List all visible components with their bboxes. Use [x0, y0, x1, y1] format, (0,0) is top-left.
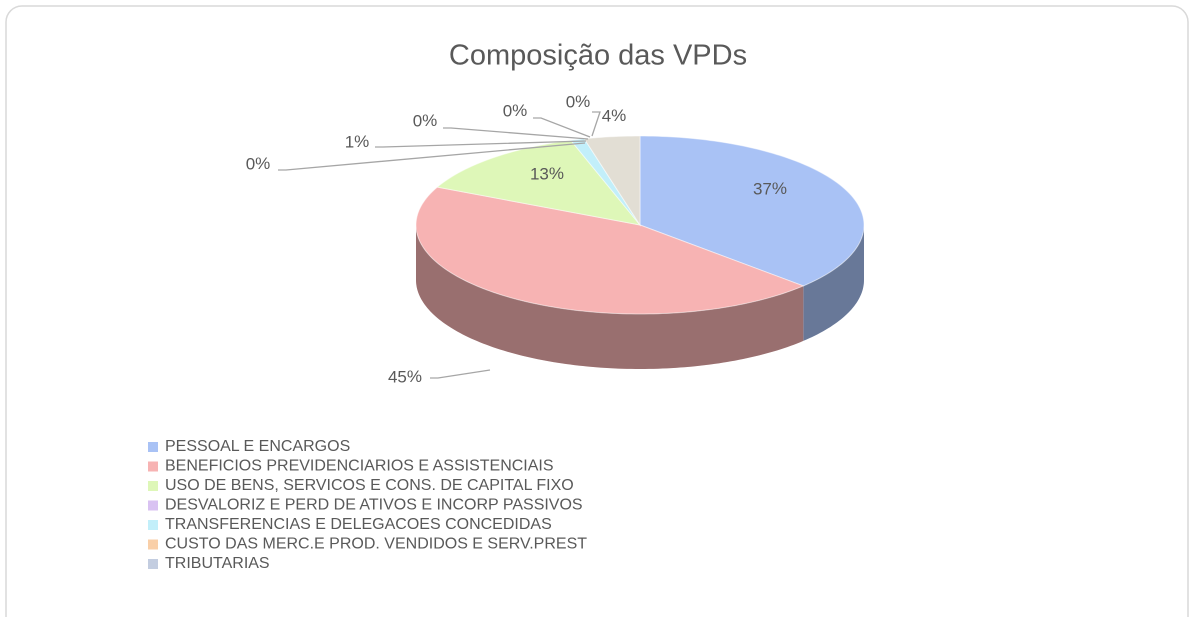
legend-swatch	[148, 500, 158, 511]
data-label: 37%	[753, 179, 787, 198]
data-label: 1%	[345, 132, 370, 151]
leader-line	[375, 140, 587, 148]
data-label: 13%	[530, 164, 564, 183]
legend-swatch	[148, 539, 158, 550]
percent-sign: %	[255, 154, 270, 173]
slice-top	[436, 139, 642, 226]
data-label: 0%	[566, 92, 591, 111]
percent-sign: %	[512, 101, 527, 120]
legend-label: USO DE BENS, SERVICOS E CONS. DE CAPITAL…	[165, 477, 574, 494]
slice-side-shade	[803, 225, 864, 341]
leader-line	[533, 117, 591, 138]
slice-top	[639, 135, 865, 287]
percent-sign: %	[549, 164, 564, 183]
slice-side-shade	[416, 225, 804, 369]
data-label: 0%	[246, 154, 271, 173]
legend-label: CUSTO DAS MERC.E PROD. VENDIDOS E SERV.P…	[165, 536, 587, 553]
legend-swatch	[148, 442, 158, 452]
percent-sign: %	[772, 179, 787, 198]
leader-line	[443, 127, 589, 140]
legend-swatch	[148, 461, 158, 472]
chart-title: Composição das VPDs	[449, 40, 747, 72]
slice-top	[415, 186, 805, 315]
legend-label: BENEFICIOS PREVIDENCIARIOS E ASSISTENCIA…	[165, 458, 554, 475]
percent-sign: %	[354, 132, 369, 151]
legend-swatch	[148, 520, 158, 530]
leader-line	[591, 111, 601, 137]
slice-side	[416, 225, 804, 369]
legend-swatch	[148, 559, 158, 569]
legend-label: DESVALORIZ E PERD DE ATIVOS E INCORP PAS…	[165, 497, 583, 514]
percent-sign: %	[422, 111, 437, 130]
data-label: 0%	[413, 111, 438, 130]
percent-sign: %	[611, 106, 626, 125]
legend-label: TRANSFERENCIAS E DELEGACOES CONCEDIDAS	[165, 516, 552, 533]
data-label: 0%	[503, 101, 528, 120]
data-label: 45%	[388, 367, 422, 386]
legend-swatch	[148, 481, 158, 491]
percent-sign: %	[575, 92, 590, 111]
data-label: 4%	[602, 106, 627, 125]
legend-label: PESSOAL E ENCARGOS	[165, 438, 350, 455]
slice-top	[583, 135, 641, 227]
slice-side	[803, 225, 864, 341]
leader-line	[430, 369, 491, 379]
percent-sign: %	[407, 367, 422, 386]
leader-line	[278, 142, 586, 171]
legend-label: TRIBUTARIAS	[165, 555, 270, 572]
